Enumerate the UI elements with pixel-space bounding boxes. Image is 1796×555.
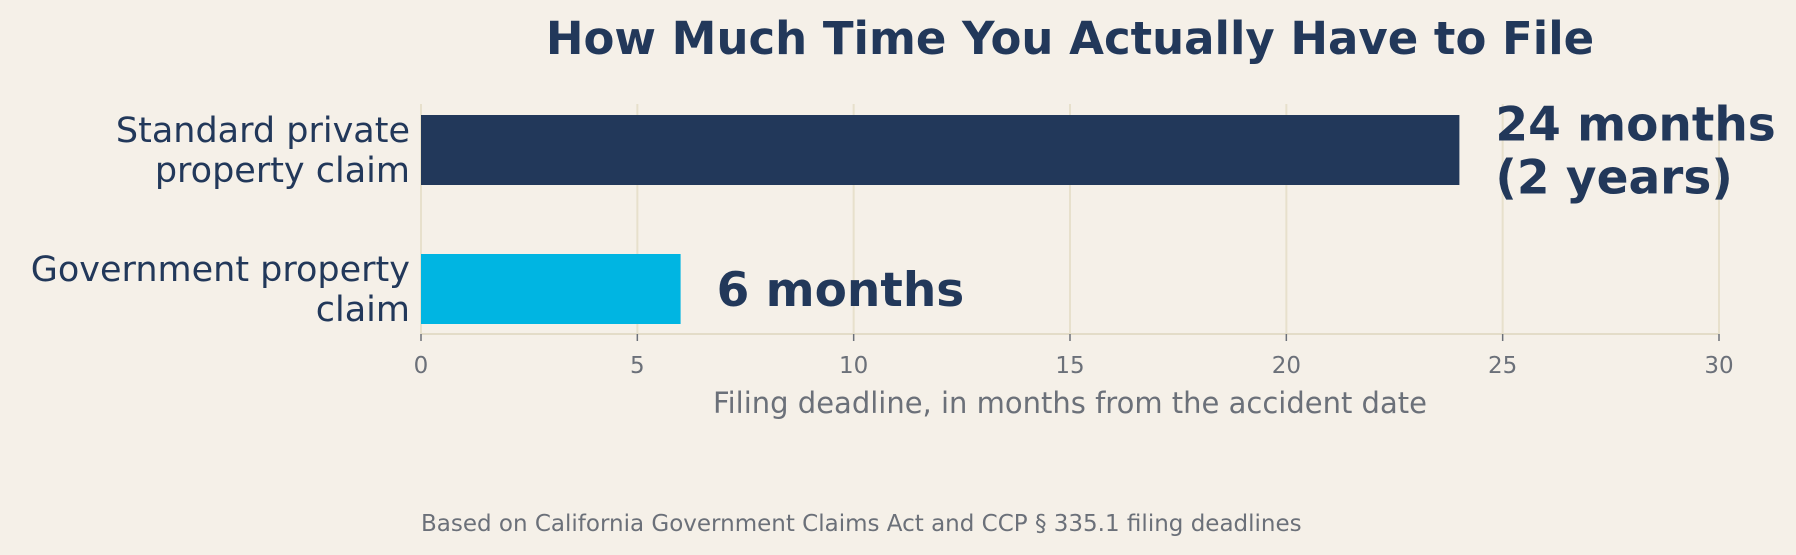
data-label: 24 months (2 years) xyxy=(1495,98,1775,206)
x-tick-label: 15 xyxy=(1055,353,1084,379)
data-labels: 24 months (2 years) 6 months xyxy=(717,98,1776,319)
x-tick-label: 20 xyxy=(1272,353,1301,379)
category-label: Standard private property claim xyxy=(116,111,410,191)
x-axis-title: Filing deadline, in months from the acci… xyxy=(713,386,1427,420)
category-labels: Standard private property claim Government… xyxy=(31,111,410,330)
bar xyxy=(421,254,681,324)
x-tick-label: 5 xyxy=(630,353,645,379)
x-tick-label: 25 xyxy=(1488,353,1517,379)
footnote: Based on California Government Claims Ac… xyxy=(421,511,1302,537)
data-label: 6 months xyxy=(717,263,965,318)
x-tick-label: 0 xyxy=(414,353,429,379)
x-axis-ticks: 0 5 10 15 20 25 30 xyxy=(414,334,1734,379)
x-tick-label: 30 xyxy=(1704,353,1733,379)
bars xyxy=(421,115,1460,324)
bar xyxy=(421,115,1460,185)
chart-title: How Much Time You Actually Have to File xyxy=(546,12,1594,65)
category-label: Government property claim xyxy=(31,250,410,330)
x-tick-label: 10 xyxy=(839,353,868,379)
